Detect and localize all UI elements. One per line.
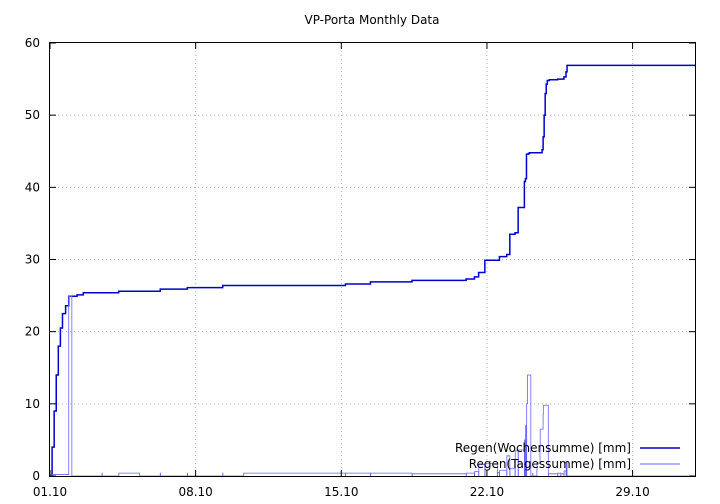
x-tick-label: 15.10 <box>324 485 358 499</box>
y-tick-label: 0 <box>32 469 40 483</box>
y-tick-label: 40 <box>25 180 40 194</box>
x-tick-label: 01.10 <box>33 485 67 499</box>
legend: Regen(Wochensumme) [mm] Regen(Tagessumme… <box>455 441 680 471</box>
x-tick-label: 08.10 <box>178 485 212 499</box>
x-tick-label: 22.10 <box>470 485 504 499</box>
legend-label-wochensumme: Regen(Wochensumme) [mm] <box>455 441 631 455</box>
legend-label-tagessumme: Regen(Tagessumme) [mm] <box>469 457 631 471</box>
plot-frame <box>49 42 696 477</box>
y-tick-label: 10 <box>25 397 40 411</box>
y-tick-label: 50 <box>25 108 40 122</box>
x-tick-label: 29.10 <box>615 485 649 499</box>
grid-lines <box>50 43 695 476</box>
series-line-wochensumme <box>51 64 695 476</box>
y-tick-label: 30 <box>25 253 40 267</box>
chart-title: VP-Porta Monthly Data <box>305 13 440 27</box>
series-lines <box>50 64 695 477</box>
y-tick-label: 60 <box>25 36 40 50</box>
axis-ticks: 0 10 20 30 40 50 60 01.10 08.10 15.10 22.10 29.10 <box>25 36 695 499</box>
y-tick-label: 20 <box>25 325 40 339</box>
